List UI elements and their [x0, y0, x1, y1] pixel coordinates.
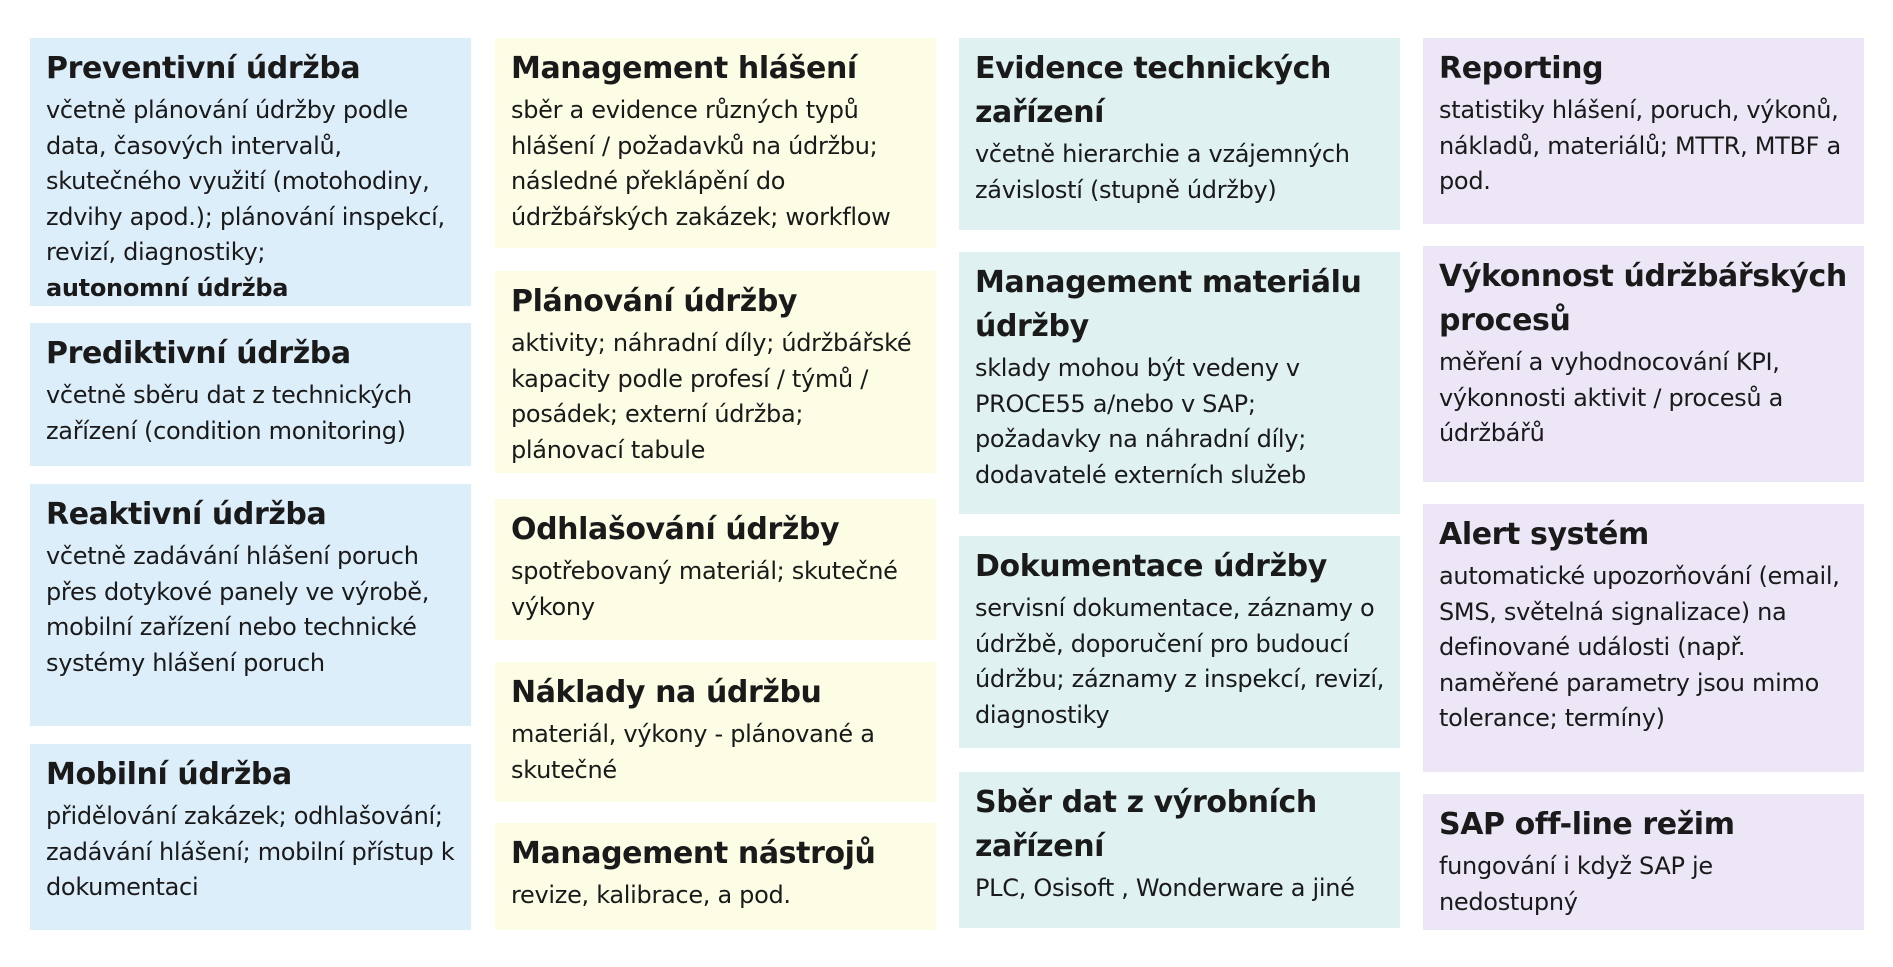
card-title: Náklady na údržbu	[511, 675, 822, 710]
card-text: včetně zadávání hlášení poruch přes doty…	[46, 542, 430, 677]
card-reactive-maintenance: Reaktivní údržba včetně zadávání hlášení…	[30, 484, 471, 726]
card-predictive-maintenance: Prediktivní údržba včetně sběru dat z te…	[30, 323, 471, 466]
card-mobile-maintenance: Mobilní údržba přidělování zakázek; odhl…	[30, 744, 471, 930]
card-text: měření a vyhodnocování KPI, výkonnosti a…	[1439, 348, 1784, 447]
card-equipment-records: Evidence technických zařízení včetně hie…	[959, 38, 1400, 230]
card-maintenance-costs: Náklady na údržbu materiál, výkony - plá…	[495, 662, 936, 802]
card-alert-system: Alert systém automatické upozorňování (e…	[1423, 504, 1864, 772]
card-text: fungování i když SAP je nedostupný	[1439, 852, 1713, 916]
card-title: Reporting	[1439, 51, 1604, 86]
card-maintenance-confirmation: Odhlašování údržby spotřebovaný materiál…	[495, 499, 936, 640]
card-material-management: Management materiálu údržby sklady mohou…	[959, 252, 1400, 514]
card-production-data-collection: Sběr dat z výrobních zařízení PLC, Osiso…	[959, 772, 1400, 928]
card-title: Management hlášení	[511, 51, 857, 86]
card-text: včetně plánování údržby podle data, časo…	[46, 96, 445, 266]
card-title: Alert systém	[1439, 517, 1649, 552]
card-title: Plánování údržby	[511, 284, 798, 319]
card-text: spotřebovaný materiál; skutečné výkony	[511, 557, 898, 621]
card-title: Management nástrojů	[511, 836, 876, 871]
card-notification-management: Management hlášení sběr a evidence různý…	[495, 38, 936, 248]
card-maintenance-planning: Plánování údržby aktivity; náhradní díly…	[495, 271, 936, 473]
card-text: servisní dokumentace, záznamy o údržbě, …	[975, 594, 1385, 729]
card-title: Dokumentace údržby	[975, 549, 1327, 584]
card-sap-offline-mode: SAP off-line režim fungování i když SAP …	[1423, 794, 1864, 930]
card-title: Reaktivní údržba	[46, 497, 327, 532]
card-preventive-maintenance: Preventivní údržba včetně plánování údrž…	[30, 38, 471, 306]
card-title: SAP off-line režim	[1439, 807, 1735, 842]
card-text: aktivity; náhradní díly; údržbářské kapa…	[511, 329, 912, 464]
card-text: PLC, Osisoft , Wonderware a jiné	[975, 874, 1355, 902]
card-maintenance-documentation: Dokumentace údržby servisní dokumentace,…	[959, 536, 1400, 748]
card-text: včetně sběru dat z technických zařízení …	[46, 381, 412, 445]
card-text-strong: autonomní údržba	[46, 273, 289, 302]
card-reporting: Reporting statistiky hlášení, poruch, vý…	[1423, 38, 1864, 224]
card-title: Evidence technických zařízení	[975, 51, 1331, 130]
card-tool-management: Management nástrojů revize, kalibrace, a…	[495, 823, 936, 930]
card-text: materiál, výkony - plánované a skutečné	[511, 720, 875, 784]
card-title: Prediktivní údržba	[46, 336, 351, 371]
card-process-performance: Výkonnost údržbářských procesů měření a …	[1423, 246, 1864, 482]
card-title: Management materiálu údržby	[975, 265, 1362, 344]
card-text: přidělování zakázek; odhlašování; zadává…	[46, 802, 455, 901]
card-title: Sběr dat z výrobních zařízení	[975, 785, 1317, 864]
card-title: Výkonnost údržbářských procesů	[1439, 259, 1847, 338]
card-text: sklady mohou být vedeny v PROCE55 a/nebo…	[975, 354, 1306, 489]
card-title: Mobilní údržba	[46, 757, 292, 792]
card-title: Preventivní údržba	[46, 51, 361, 86]
card-title: Odhlašování údržby	[511, 512, 840, 547]
card-text: revize, kalibrace, a pod.	[511, 881, 791, 909]
card-text: automatické upozorňování (email, SMS, sv…	[1439, 562, 1840, 732]
card-text: včetně hierarchie a vzájemných závislost…	[975, 140, 1350, 204]
card-text: statistiky hlášení, poruch, výkonů, nákl…	[1439, 96, 1841, 195]
card-text: sběr a evidence různých typů hlášení / p…	[511, 96, 891, 231]
